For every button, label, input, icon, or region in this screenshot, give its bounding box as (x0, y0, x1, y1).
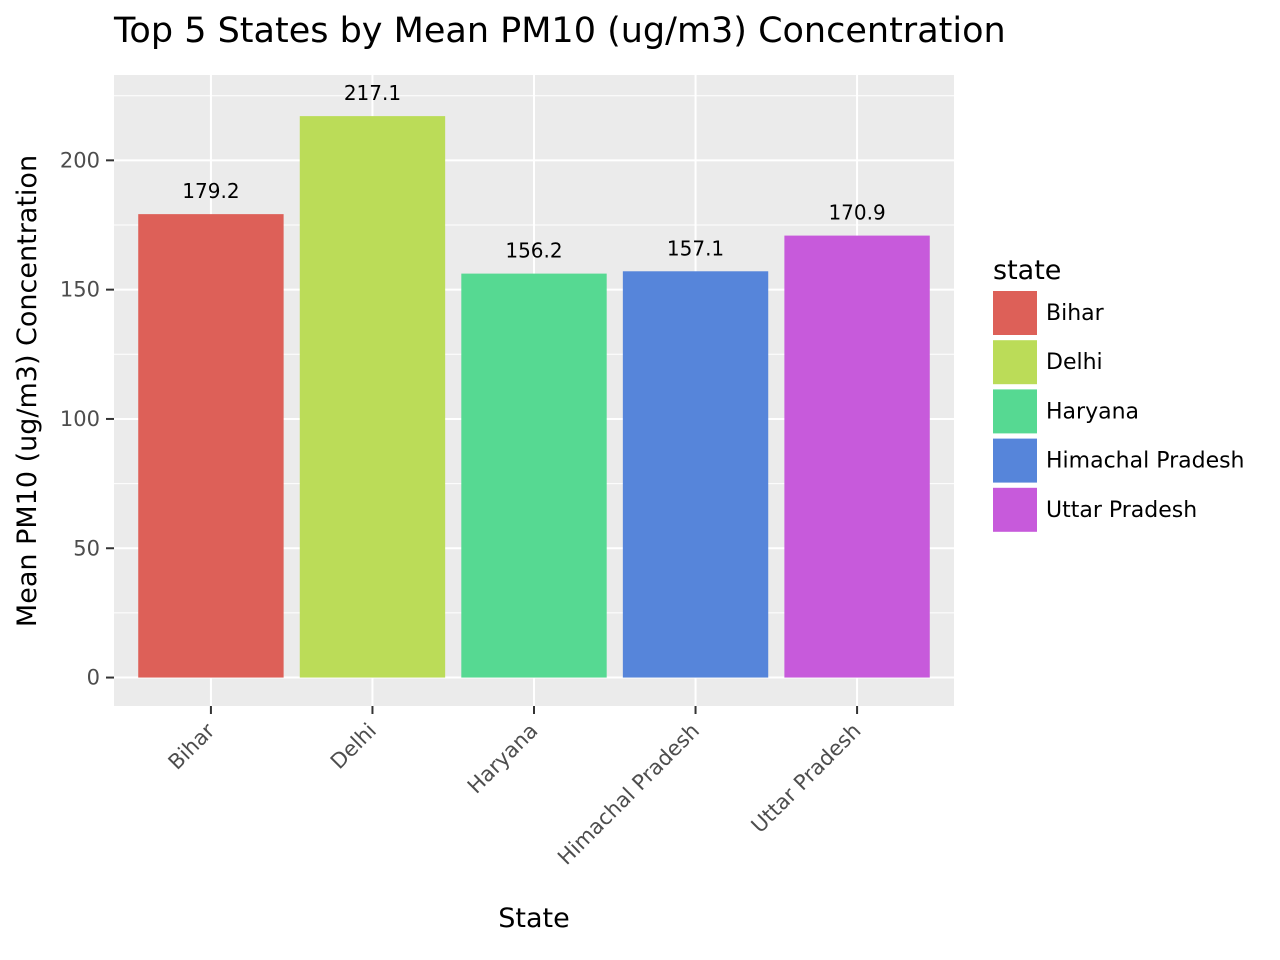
bar-delhi (299, 116, 446, 678)
legend-swatch (993, 487, 1037, 532)
legend: state Bihar Delhi Haryana Himachal Pradesh U… (993, 255, 1245, 532)
y-axis: 0 50 100 150 200 (60, 148, 114, 690)
x-axis-title: State (498, 903, 569, 934)
bar-haryana (461, 273, 607, 678)
x-axis: Bihar Delhi Haryana Himachal Pradesh Uttar P… (164, 706, 866, 870)
chart-title: Top 5 States by Mean PM10 (ug/m3) Concen… (113, 11, 1006, 51)
y-tick-label: 50 (73, 536, 100, 560)
y-axis-title: Mean PM10 (ug/m3) Concentration (12, 155, 43, 627)
x-tick-label: Haryana (463, 719, 543, 799)
legend-entries: Bihar Delhi Haryana Himachal Pradesh Uttar P… (993, 291, 1245, 532)
data-label: 157.1 (667, 236, 724, 260)
y-tick-label: 100 (60, 407, 100, 431)
legend-title: state (993, 255, 1061, 286)
data-label: 217.1 (344, 81, 401, 105)
data-label: 179.2 (182, 179, 239, 203)
legend-label: Himachal Pradesh (1046, 449, 1245, 474)
y-tick-label: 0 (87, 666, 100, 690)
legend-swatch (993, 340, 1037, 385)
y-tick-label: 200 (60, 148, 100, 172)
legend-swatch (993, 291, 1037, 335)
legend-swatch (993, 438, 1037, 483)
bar-uttar-pradesh (784, 235, 930, 678)
data-labels: 179.2 217.1 156.2 157.1 170.9 (182, 81, 885, 262)
y-tick-label: 150 (60, 278, 100, 302)
bar-himachal-pradesh (622, 271, 769, 678)
x-tick-label: Uttar Pradesh (747, 719, 866, 838)
bar-bihar (138, 214, 284, 678)
x-tick-label: Bihar (164, 718, 220, 774)
data-label: 156.2 (505, 239, 562, 263)
legend-swatch (993, 389, 1037, 434)
x-tick-label: Delhi (326, 719, 381, 774)
legend-label: Bihar (1046, 301, 1105, 326)
legend-label: Haryana (1046, 399, 1139, 424)
legend-label: Uttar Pradesh (1046, 498, 1197, 523)
x-tick-label: Himachal Pradesh (553, 719, 704, 870)
legend-label: Delhi (1046, 350, 1103, 375)
data-label: 170.9 (828, 201, 885, 225)
bars (138, 116, 930, 678)
